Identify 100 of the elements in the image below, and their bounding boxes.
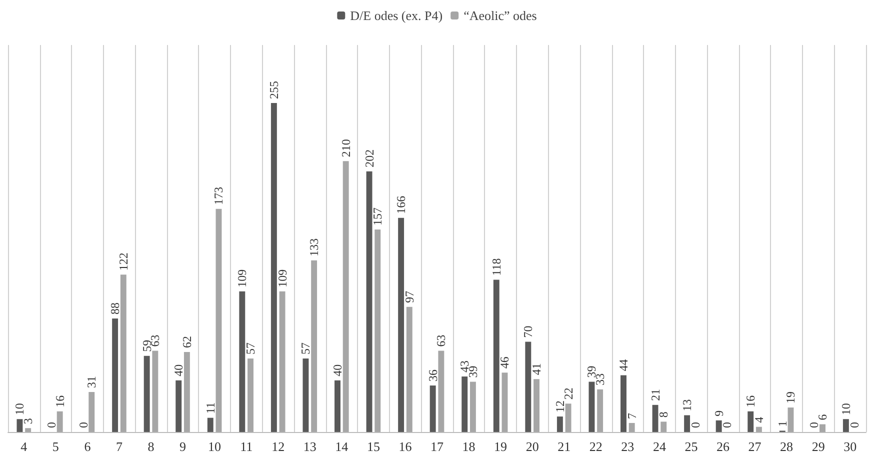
data-label: 46 xyxy=(498,356,512,369)
data-label: 57 xyxy=(244,342,258,354)
x-tick-label: 8 xyxy=(148,439,154,454)
data-label: 97 xyxy=(402,290,416,303)
data-label: 36 xyxy=(426,370,440,382)
x-tick-label: 22 xyxy=(589,439,602,454)
bar xyxy=(597,389,604,432)
data-label: 202 xyxy=(362,149,376,168)
x-tick-label: 27 xyxy=(748,439,762,454)
bar xyxy=(534,379,540,432)
bar xyxy=(652,404,658,432)
x-tick-label: 28 xyxy=(780,439,794,454)
data-label: 157 xyxy=(370,207,385,226)
data-label: 57 xyxy=(298,342,313,354)
data-label: 16 xyxy=(744,395,758,408)
data-label: 41 xyxy=(530,363,544,376)
bar xyxy=(184,352,190,432)
bar xyxy=(470,382,476,432)
data-label: 44 xyxy=(616,359,630,372)
x-tick-label: 7 xyxy=(116,439,123,454)
bar xyxy=(565,404,572,432)
x-tick-label: 11 xyxy=(240,439,253,454)
bar xyxy=(216,208,222,432)
bar xyxy=(462,376,468,432)
bar xyxy=(334,380,340,432)
bar xyxy=(716,420,722,432)
data-label: 31 xyxy=(84,376,99,388)
x-tick-label: 9 xyxy=(180,439,186,454)
bar xyxy=(788,407,794,432)
data-label: 173 xyxy=(212,186,226,205)
data-label: 6 xyxy=(816,414,830,420)
bar xyxy=(820,424,826,432)
data-label: 166 xyxy=(394,196,408,214)
bar xyxy=(270,103,277,432)
data-label: 11 xyxy=(203,402,218,414)
x-tick-label: 15 xyxy=(366,439,380,454)
bar xyxy=(207,418,214,432)
bar xyxy=(438,350,444,432)
data-label: 9 xyxy=(712,410,726,416)
x-tick-label: 12 xyxy=(272,439,285,454)
data-label: 1 xyxy=(775,420,790,427)
bar xyxy=(842,419,849,432)
bar xyxy=(406,306,412,432)
data-label: 63 xyxy=(434,334,448,347)
data-label: 88 xyxy=(108,302,122,314)
bar xyxy=(366,171,372,432)
bar xyxy=(56,411,63,432)
bar xyxy=(684,415,690,432)
x-tick-label: 29 xyxy=(812,439,825,454)
x-tick-label: 5 xyxy=(52,439,59,454)
bar xyxy=(112,318,118,432)
x-tick-label: 4 xyxy=(20,439,28,454)
data-label: 0 xyxy=(847,422,862,428)
x-tick-label: 16 xyxy=(398,439,412,454)
data-label: 0 xyxy=(688,422,702,428)
data-label: 70 xyxy=(521,326,536,338)
bar xyxy=(16,419,23,432)
bar xyxy=(374,229,381,432)
bar xyxy=(279,291,286,432)
data-label: 40 xyxy=(172,364,186,376)
data-label: 210 xyxy=(338,139,353,158)
data-label: 0 xyxy=(76,422,90,428)
data-label: 16 xyxy=(52,395,67,408)
bar xyxy=(748,411,754,432)
x-tick-label: 24 xyxy=(652,439,666,454)
bar xyxy=(620,375,626,432)
data-label: 62 xyxy=(180,336,194,348)
bar xyxy=(152,350,158,432)
data-label: 118 xyxy=(489,258,504,276)
x-tick-label: 17 xyxy=(430,439,444,454)
data-label: 3 xyxy=(21,418,36,424)
bar xyxy=(628,422,635,432)
bar xyxy=(588,382,595,432)
x-tick-label: 6 xyxy=(84,439,92,454)
bar xyxy=(398,218,404,432)
x-tick-label: 23 xyxy=(621,439,634,454)
bar xyxy=(302,358,309,432)
data-label: 22 xyxy=(561,388,576,400)
x-tick-label: 13 xyxy=(303,439,316,454)
x-tick-label: 20 xyxy=(526,439,539,454)
x-tick-label: 21 xyxy=(558,439,571,454)
data-label: 255 xyxy=(266,81,281,100)
legend-label: “Aeolic” odes xyxy=(464,8,537,23)
x-tick-label: 30 xyxy=(844,439,857,454)
x-tick-label: 14 xyxy=(335,439,349,454)
data-label: 12 xyxy=(552,400,567,413)
bar xyxy=(311,260,318,432)
bar xyxy=(248,358,254,432)
bar xyxy=(556,416,563,432)
data-label: 40 xyxy=(330,364,344,376)
data-label: 19 xyxy=(784,391,798,404)
data-label: 4 xyxy=(752,416,766,423)
data-label: 133 xyxy=(307,238,322,256)
bar xyxy=(88,392,95,432)
data-label: 13 xyxy=(680,399,694,412)
data-label: 122 xyxy=(116,252,130,271)
bar xyxy=(493,280,500,432)
data-label: 21 xyxy=(648,388,662,401)
data-label: 0 xyxy=(44,422,58,428)
bar xyxy=(502,372,508,432)
